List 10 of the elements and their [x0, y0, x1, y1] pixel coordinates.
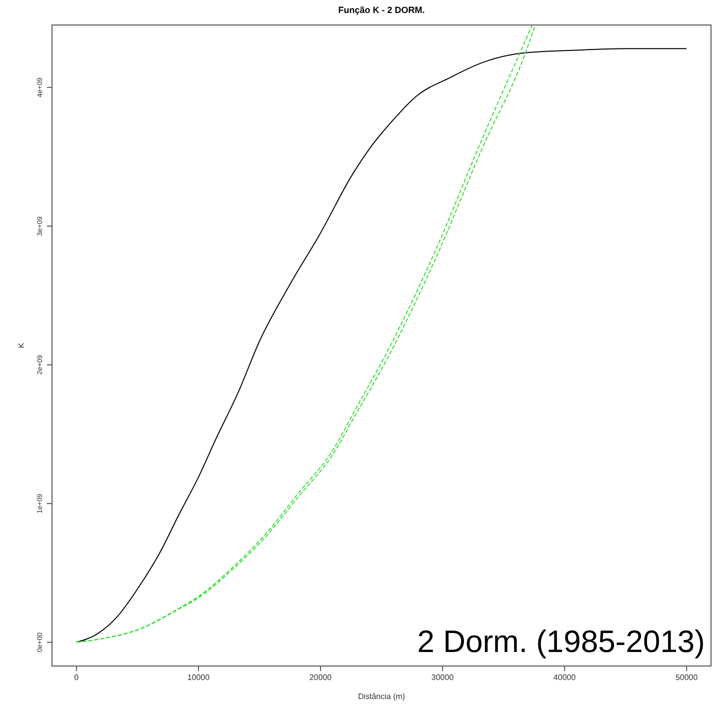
x-tick-label: 20000: [309, 673, 332, 682]
x-tick-label: 0: [74, 673, 80, 682]
chart-title: Função K - 2 DORM.: [338, 5, 425, 15]
x-axis-title: Distância (m): [358, 692, 406, 701]
x-tick-label: 30000: [431, 673, 454, 682]
x-tick-label: 40000: [553, 673, 576, 682]
annotation: 2 Dorm. (1985-2013): [417, 624, 705, 659]
y-axis-title: K: [17, 342, 26, 348]
x-tick-label: 50000: [675, 673, 698, 682]
x-tick-label: 10000: [187, 673, 210, 682]
